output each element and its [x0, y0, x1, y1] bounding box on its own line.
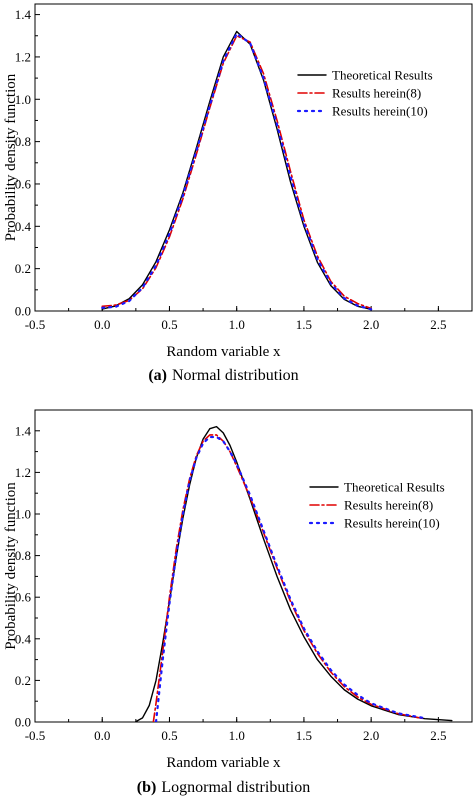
x-tick-label: 0.0 [94, 728, 110, 743]
x-axis-label: Random variable x [166, 755, 281, 771]
legend-label: Results herein(10) [332, 104, 428, 119]
series-line-dotted [154, 435, 427, 722]
y-tick-label: 1.0 [15, 507, 31, 522]
y-tick-label: 0.0 [15, 715, 31, 730]
x-tick-label: 2.5 [430, 728, 446, 743]
x-axis-label: Random variable x [166, 344, 281, 360]
series-line-solid [135, 425, 453, 722]
y-tick-label: 0.4 [15, 219, 32, 234]
y-tick-label: 0.4 [15, 631, 32, 646]
legend-label: Results herein(10) [344, 516, 440, 531]
x-tick-label: 0.5 [161, 728, 177, 743]
caption-text: Normal distribution [172, 367, 299, 384]
x-tick-label: 2.5 [430, 317, 446, 332]
y-tick-label: 0.6 [15, 590, 32, 605]
y-tick-label: 1.2 [15, 465, 31, 480]
x-tick-label: -0.5 [25, 317, 46, 332]
y-tick-label: 0.2 [15, 261, 31, 276]
x-tick-label: 1.5 [296, 317, 312, 332]
plot-frame [34, 3, 473, 312]
y-tick-label: 0.8 [15, 548, 31, 563]
y-tick-label: 0.0 [15, 304, 31, 319]
caption-letter: (b) [137, 779, 157, 796]
legend-label: Theoretical Results [332, 68, 433, 83]
chart-panel-a: -0.5 0.0 0.5 1.0 1.5 2.0 2.50.00.20.40.60.81.0… [3, 3, 473, 384]
caption-text: Lognormal distribution [161, 779, 310, 796]
legend-label: Theoretical Results [344, 480, 445, 495]
panel-caption: (b) Lognormal distribution [137, 779, 310, 796]
y-tick-label: 0.6 [15, 176, 32, 191]
y-axis-label: Probability density function [3, 482, 19, 650]
y-tick-label: 1.4 [15, 423, 32, 438]
x-tick-label: -0.5 [25, 728, 46, 743]
y-axis-label: Probability density function [3, 73, 19, 241]
x-tick-label: 2.0 [363, 317, 379, 332]
y-tick-label: 1.0 [15, 92, 31, 107]
x-tick-label: 2.0 [363, 728, 379, 743]
x-tick-label: 1.0 [229, 728, 245, 743]
series-line-solid [101, 30, 372, 311]
caption-letter: (a) [148, 367, 167, 384]
x-tick-label: 1.5 [296, 728, 312, 743]
series-line-dashdot [152, 434, 426, 722]
series-line-dashdot [101, 34, 372, 310]
legend-label: Results herein(8) [332, 86, 421, 101]
x-tick-label: 1.0 [229, 317, 245, 332]
legend-label: Results herein(8) [344, 498, 433, 513]
y-tick-label: 1.4 [15, 7, 32, 22]
y-tick-label: 0.8 [15, 134, 31, 149]
series-line-dotted [101, 32, 373, 311]
panel-caption: (a) Normal distribution [148, 367, 298, 384]
plot-frame [34, 409, 473, 723]
chart-panel-b: -0.5 0.0 0.5 1.0 1.5 2.0 2.50.00.20.40.60.81.0… [3, 409, 473, 796]
x-tick-label: 0.5 [161, 317, 177, 332]
y-tick-label: 0.2 [15, 673, 31, 688]
y-tick-label: 1.2 [15, 49, 31, 64]
x-tick-label: 0.0 [94, 317, 110, 332]
